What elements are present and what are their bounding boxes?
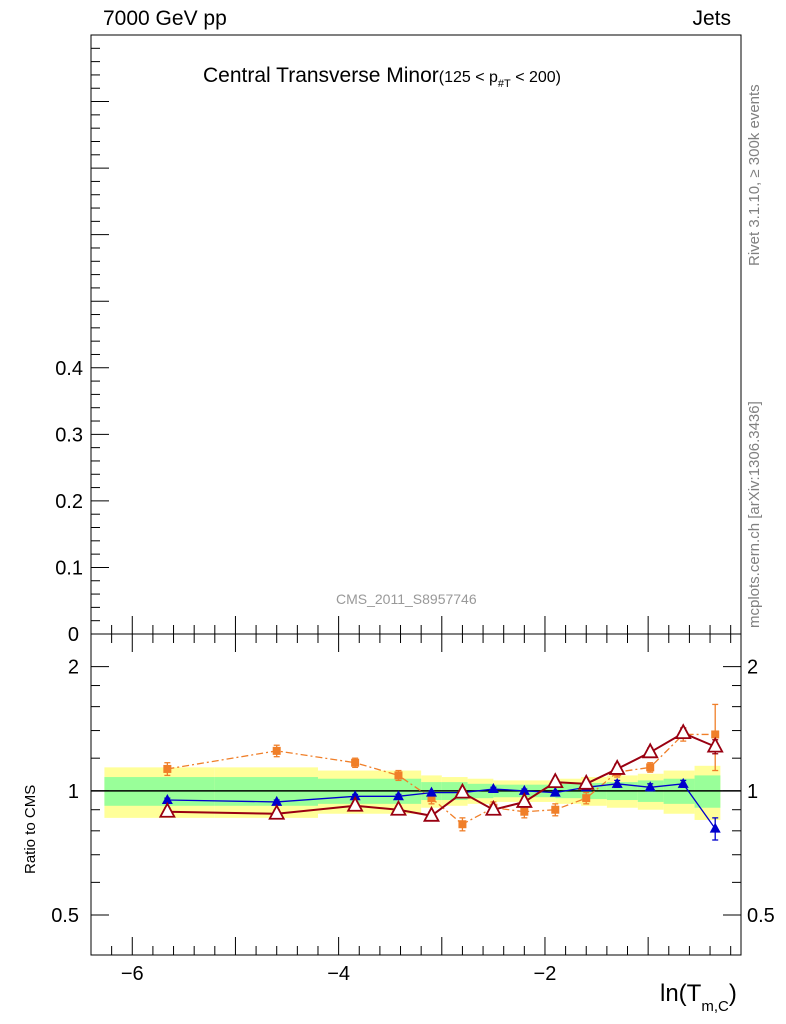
series-triangle-point bbox=[425, 786, 437, 797]
series-triangle-point bbox=[518, 784, 530, 795]
ratio-y-tick-label: 0.5 bbox=[51, 905, 79, 927]
series-triangle-line bbox=[167, 783, 716, 829]
series-square-point bbox=[394, 771, 403, 780]
series-triangle-point bbox=[644, 781, 656, 792]
x-axis-label-main: ln(T bbox=[660, 980, 702, 1007]
series-open-triangle-point bbox=[422, 805, 440, 822]
series-triangle-point bbox=[487, 783, 499, 794]
ratio-y-tick-label-right: 0.5 bbox=[747, 905, 775, 927]
series-open-triangle-point bbox=[706, 736, 724, 753]
header-process-label: Jets bbox=[692, 7, 731, 30]
series-triangle-point bbox=[677, 777, 689, 788]
main-plot-frame bbox=[90, 34, 742, 635]
ratio-plot-panel: −6 −4 −2 0.5 0.5 1 1 2 2 bbox=[51, 633, 775, 985]
x-tick-label: −6 bbox=[121, 963, 144, 985]
series-open-triangle-point bbox=[268, 803, 286, 820]
ratio-plot-frame bbox=[90, 633, 742, 956]
series-triangle-point bbox=[271, 795, 283, 806]
plot-title-cut: (125 < p bbox=[438, 69, 498, 86]
ratio-y-tick-label: 2 bbox=[68, 657, 79, 679]
series-open-triangle-point bbox=[158, 801, 176, 818]
series-square-line bbox=[167, 733, 716, 826]
ratio-y-tick-label-right: 1 bbox=[747, 781, 758, 803]
series-open-triangle-point bbox=[577, 773, 595, 790]
plot-title: Central Transverse Minor(125 < p#T < 200… bbox=[203, 64, 561, 90]
series-open-triangle-point bbox=[515, 792, 533, 808]
ratio-y-tick-label: 1 bbox=[68, 781, 79, 803]
series-triangle-point bbox=[349, 790, 361, 801]
main-plot-panel: 0.1 0.2 0.3 0.4 0 bbox=[55, 34, 742, 646]
series-triangle-point bbox=[161, 794, 173, 805]
series-square-point bbox=[351, 758, 360, 767]
analysis-watermark: CMS_2011_S8957746 bbox=[336, 591, 477, 607]
series-open-triangle-point bbox=[641, 742, 659, 759]
series-open-triangle-point bbox=[608, 759, 626, 775]
plot-title-cut-sub: #T bbox=[497, 78, 511, 91]
ratio-y-tick-label-right: 2 bbox=[747, 657, 758, 679]
series-open-triangle-point bbox=[389, 799, 407, 816]
series-open-triangle-point bbox=[484, 799, 502, 816]
series-open-triangle-point bbox=[546, 772, 564, 789]
series-triangle-point bbox=[611, 777, 623, 788]
x-tick-label: −4 bbox=[327, 963, 350, 985]
series-square-point bbox=[711, 730, 720, 739]
series-square-point bbox=[458, 820, 467, 829]
series-square-point bbox=[582, 794, 591, 803]
series-square-point bbox=[646, 763, 655, 772]
series-square-point bbox=[551, 805, 560, 814]
series-triangle-point bbox=[392, 790, 404, 801]
series-triangle-point bbox=[549, 786, 561, 797]
series-open-triangle-point bbox=[453, 782, 471, 799]
main-y-tick-label: 0.2 bbox=[55, 491, 83, 513]
series-open-triangle-point bbox=[674, 723, 692, 740]
main-y-tick-label: 0.3 bbox=[55, 424, 83, 446]
x-axis-label-sub: m,C bbox=[701, 998, 729, 1015]
series-open-triangle-point bbox=[346, 795, 364, 812]
main-y-tick-label-zero: 0 bbox=[68, 624, 79, 646]
main-y-tick-label: 0.1 bbox=[55, 557, 83, 579]
x-axis-label-end: ) bbox=[728, 980, 737, 1007]
plot-title-cut-end: < 200) bbox=[510, 69, 562, 86]
series-triangle-point bbox=[709, 822, 721, 833]
main-y-tick-label: 0.4 bbox=[55, 358, 83, 380]
x-tick-label: −2 bbox=[534, 963, 557, 985]
series-square-point bbox=[427, 794, 436, 803]
plot-title-main: Central Transverse Minor bbox=[203, 64, 439, 87]
series-square-point bbox=[163, 764, 172, 773]
header-energy-label: 7000 GeV pp bbox=[103, 7, 227, 30]
series-square-point bbox=[272, 746, 281, 755]
series-square-point bbox=[520, 807, 529, 816]
x-axis-label: ln(Tm,C) bbox=[660, 980, 737, 1015]
